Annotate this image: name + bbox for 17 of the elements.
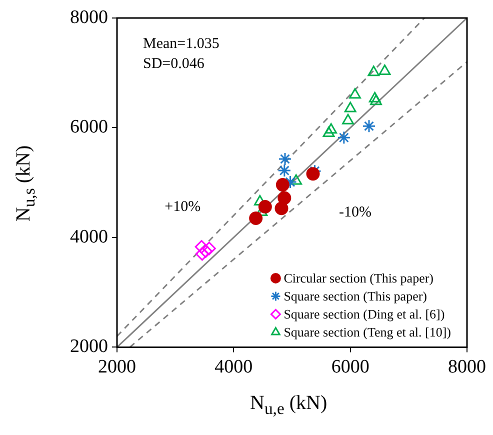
legend-label: Square section (Ding et al. [6]) (284, 306, 445, 322)
y-tick-label: 8000 (70, 6, 108, 28)
x-axis-title: N$_{u,e}$ (kN) (250, 392, 328, 419)
x-tick-label: 2000 (98, 356, 136, 378)
x-tick-label: 6000 (331, 356, 370, 378)
legend-label: Circular section (This paper) (284, 270, 434, 286)
y-tick-label: 4000 (70, 226, 108, 248)
y-tick-label: 2000 (70, 336, 108, 358)
x-tick-label: 8000 (448, 356, 486, 378)
annotation: -10% (339, 204, 372, 220)
annotation: SD=0.046 (143, 56, 205, 72)
y-tick-label: 6000 (70, 116, 108, 138)
legend-label: Square section (This paper) (284, 288, 428, 304)
annotation: +10% (164, 198, 201, 215)
annotation: Mean=1.035 (143, 36, 220, 52)
legend-label: Square section (Teng et al. [10]) (284, 324, 452, 340)
x-tick-label: 4000 (214, 356, 253, 378)
